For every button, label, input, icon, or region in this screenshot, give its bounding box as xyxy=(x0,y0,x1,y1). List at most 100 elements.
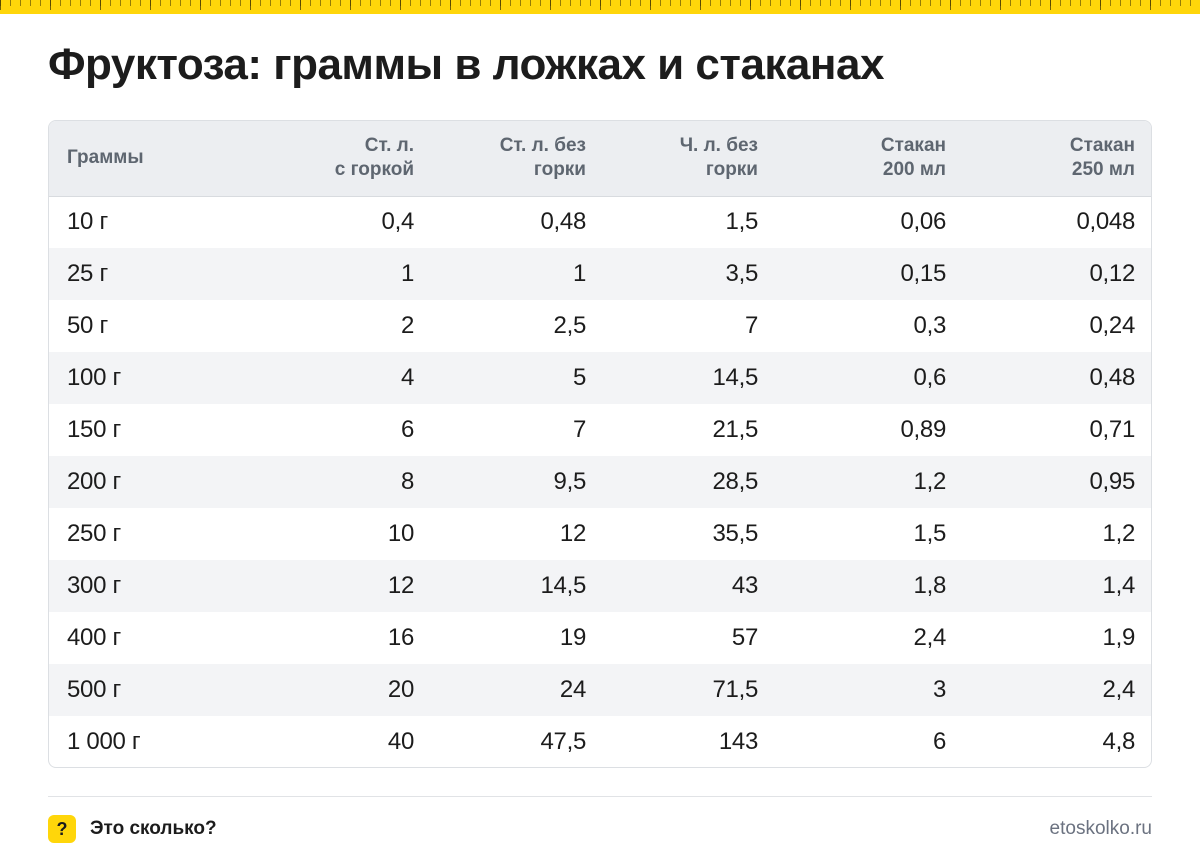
column-header-0: Граммы xyxy=(49,121,242,197)
value-cell: 35,5 xyxy=(712,520,758,547)
table-header: Граммы Ст. л. с горкой Ст. л. без горки Ч. л.… xyxy=(49,121,1151,197)
brand[interactable]: ? Это сколько? xyxy=(48,815,217,843)
column-header-line: горки xyxy=(705,159,758,181)
grams-cell: 200 г xyxy=(49,456,242,508)
value-cell: 47,5 xyxy=(540,728,586,755)
value-cell: 0,6 xyxy=(776,352,964,404)
value-cell: 1,2 xyxy=(776,456,964,508)
value-cell: 4,8 xyxy=(1102,728,1136,755)
value-cell: 57 xyxy=(731,624,758,651)
column-header-4: Стакан 200 мл xyxy=(776,121,964,197)
value-cell: 0,48 xyxy=(540,208,586,236)
table-body: 10 г 0,4 0,48 1,5 0,06 0,048 25 г 1 1 3,5 0,15 0,12… xyxy=(49,196,1151,767)
value-cell: 16 xyxy=(387,624,414,651)
value-cell: 43 xyxy=(604,560,776,612)
header-row: Граммы Ст. л. с горкой Ст. л. без горки Ч. л.… xyxy=(49,121,1151,197)
table-row: 200 г 8 9,5 28,5 1,2 0,95 xyxy=(49,456,1151,508)
grams-cell: 100 г xyxy=(49,352,242,404)
site-url[interactable]: etoskolko.ru xyxy=(1049,818,1152,839)
table-row: 400 г 16 19 57 2,4 1,9 xyxy=(49,612,1151,664)
value-cell: 0,3 xyxy=(913,312,947,339)
value-cell: 5 xyxy=(432,352,604,404)
value-cell: 4 xyxy=(242,352,432,404)
value-cell: 143 xyxy=(718,728,758,755)
value-cell: 12 xyxy=(242,560,432,612)
table-row: 50 г 2 2,5 7 0,3 0,24 xyxy=(49,300,1151,352)
column-header-line: Ч. л. без xyxy=(679,135,758,157)
value-cell: 0,15 xyxy=(776,248,964,300)
value-cell: 0,71 xyxy=(1089,416,1135,443)
footer-divider xyxy=(48,796,1152,797)
value-cell: 7 xyxy=(572,416,586,443)
table-row: 100 г 4 5 14,5 0,6 0,48 xyxy=(49,352,1151,404)
conversion-table-card: Граммы Ст. л. с горкой Ст. л. без горки Ч. л.… xyxy=(48,120,1152,768)
table-row: 25 г 1 1 3,5 0,15 0,12 xyxy=(49,248,1151,300)
value-cell: 1,2 xyxy=(1102,520,1136,547)
value-cell: 2,4 xyxy=(913,624,947,651)
value-cell: 2,5 xyxy=(553,312,587,339)
value-cell: 0,24 xyxy=(1089,312,1135,339)
value-cell: 21,5 xyxy=(712,416,758,443)
value-cell: 0,89 xyxy=(900,416,946,443)
column-header-2: Ст. л. без горки xyxy=(432,121,604,197)
value-cell: 40 xyxy=(387,728,414,755)
value-cell: 6 xyxy=(932,728,946,755)
grams-cell: 10 г xyxy=(67,208,108,236)
value-cell: 2 xyxy=(400,312,414,339)
value-cell: 14,5 xyxy=(432,560,604,612)
grams-cell: 300 г xyxy=(49,560,242,612)
value-cell: 1,5 xyxy=(725,208,759,236)
value-cell: 8 xyxy=(242,456,432,508)
value-cell: 6 xyxy=(400,416,414,443)
page-title: Фруктоза: граммы в ложках и стаканах xyxy=(48,40,884,89)
question-badge-icon: ? xyxy=(48,815,76,843)
column-header-line: 200 мл xyxy=(882,159,946,181)
table-row: 150 г 6 7 21,5 0,89 0,71 xyxy=(49,404,1151,456)
value-cell: 9,5 xyxy=(432,456,604,508)
grams-cell: 25 г xyxy=(49,248,242,300)
value-cell: 14,5 xyxy=(604,352,776,404)
value-cell: 28,5 xyxy=(604,456,776,508)
grams-cell: 400 г xyxy=(67,624,121,651)
value-cell: 20 xyxy=(242,664,432,716)
column-header-line: 250 мл xyxy=(1071,159,1135,181)
column-header-3: Ч. л. без горки xyxy=(604,121,776,197)
value-cell: 3 xyxy=(776,664,964,716)
value-cell: 1,8 xyxy=(776,560,964,612)
value-cell: 19 xyxy=(559,624,586,651)
grams-cell: 250 г xyxy=(67,520,121,547)
value-cell: 24 xyxy=(432,664,604,716)
conversion-table: Граммы Ст. л. с горкой Ст. л. без горки Ч. л.… xyxy=(49,121,1151,767)
value-cell: 2,4 xyxy=(964,664,1151,716)
value-cell: 1 xyxy=(432,248,604,300)
column-header-line: Стакан xyxy=(880,135,946,157)
column-header-line: Стакан xyxy=(1069,135,1135,157)
table-row: 250 г 10 12 35,5 1,5 1,2 xyxy=(49,508,1151,560)
value-cell: 0,048 xyxy=(1076,208,1135,236)
value-cell: 10 xyxy=(387,520,414,547)
value-cell: 1,9 xyxy=(1102,624,1136,651)
table-row: 10 г 0,4 0,48 1,5 0,06 0,048 xyxy=(49,196,1151,248)
column-header-line: Граммы xyxy=(67,147,144,169)
brand-name: Это сколько? xyxy=(90,818,217,839)
grams-cell: 1 000 г xyxy=(67,728,141,755)
value-cell: 1 xyxy=(242,248,432,300)
ruler-strip xyxy=(0,0,1200,14)
value-cell: 71,5 xyxy=(604,664,776,716)
column-header-1: Ст. л. с горкой xyxy=(242,121,432,197)
value-cell: 0,12 xyxy=(964,248,1151,300)
value-cell: 3,5 xyxy=(604,248,776,300)
value-cell: 0,06 xyxy=(900,208,946,236)
grams-cell: 50 г xyxy=(67,312,108,339)
grams-cell: 500 г xyxy=(49,664,242,716)
table-row: 300 г 12 14,5 43 1,8 1,4 xyxy=(49,560,1151,612)
value-cell: 12 xyxy=(559,520,586,547)
value-cell: 1,5 xyxy=(913,520,947,547)
value-cell: 1,4 xyxy=(964,560,1151,612)
value-cell: 0,48 xyxy=(964,352,1151,404)
column-header-line: с горкой xyxy=(334,159,414,181)
column-header-line: Ст. л. xyxy=(364,135,414,157)
column-header-line: Ст. л. без xyxy=(499,135,586,157)
table-row: 500 г 20 24 71,5 3 2,4 xyxy=(49,664,1151,716)
column-header-5: Стакан 250 мл xyxy=(964,121,1151,197)
